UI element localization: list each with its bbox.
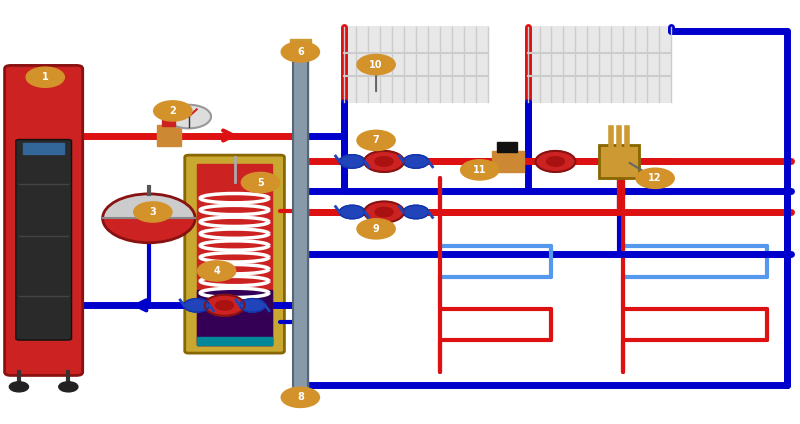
Circle shape	[357, 219, 395, 239]
Text: 9: 9	[373, 224, 379, 234]
Bar	[290, 39, 310, 54]
Circle shape	[26, 67, 64, 87]
Circle shape	[102, 194, 195, 243]
Circle shape	[357, 130, 395, 151]
Bar	[197, 290, 273, 345]
FancyBboxPatch shape	[16, 139, 71, 340]
FancyBboxPatch shape	[185, 155, 285, 353]
Bar	[527, 27, 671, 103]
Text: 10: 10	[370, 60, 383, 70]
Text: 2: 2	[170, 106, 176, 116]
Circle shape	[403, 155, 429, 168]
Circle shape	[546, 157, 565, 166]
Circle shape	[290, 386, 310, 396]
Circle shape	[134, 202, 172, 222]
Bar	[498, 142, 517, 152]
Circle shape	[205, 295, 245, 316]
Text: 3: 3	[150, 207, 156, 217]
Text: 12: 12	[648, 173, 662, 183]
Circle shape	[461, 160, 499, 180]
Bar	[599, 145, 639, 179]
Circle shape	[198, 261, 236, 281]
Bar	[344, 27, 488, 103]
Bar	[162, 116, 175, 126]
Circle shape	[636, 168, 674, 188]
Text: 6: 6	[297, 47, 304, 57]
Circle shape	[282, 42, 319, 62]
Text: 7: 7	[373, 135, 379, 145]
Circle shape	[282, 387, 319, 407]
Circle shape	[375, 157, 393, 166]
Bar	[157, 125, 181, 146]
Circle shape	[242, 173, 280, 192]
Circle shape	[154, 101, 192, 121]
Circle shape	[58, 382, 78, 392]
Bar	[492, 151, 523, 172]
Circle shape	[240, 298, 266, 312]
Circle shape	[364, 151, 404, 172]
Text: 8: 8	[297, 392, 304, 402]
Circle shape	[339, 205, 365, 219]
Text: 4: 4	[214, 266, 220, 276]
Circle shape	[535, 151, 575, 172]
Circle shape	[166, 105, 211, 128]
Circle shape	[216, 301, 234, 310]
Bar	[599, 145, 639, 179]
Circle shape	[364, 201, 404, 223]
Circle shape	[184, 298, 210, 312]
Bar	[293, 44, 307, 393]
Text: 11: 11	[473, 165, 486, 175]
Circle shape	[403, 205, 429, 219]
Circle shape	[339, 155, 365, 168]
Circle shape	[357, 54, 395, 75]
Circle shape	[375, 207, 393, 217]
Bar	[293, 44, 307, 393]
Wedge shape	[102, 194, 195, 218]
Circle shape	[10, 382, 29, 392]
Bar	[197, 337, 273, 345]
FancyBboxPatch shape	[5, 65, 82, 375]
Text: 1: 1	[42, 72, 49, 82]
Bar	[197, 164, 273, 345]
Bar	[23, 143, 64, 154]
Text: 5: 5	[257, 178, 264, 187]
